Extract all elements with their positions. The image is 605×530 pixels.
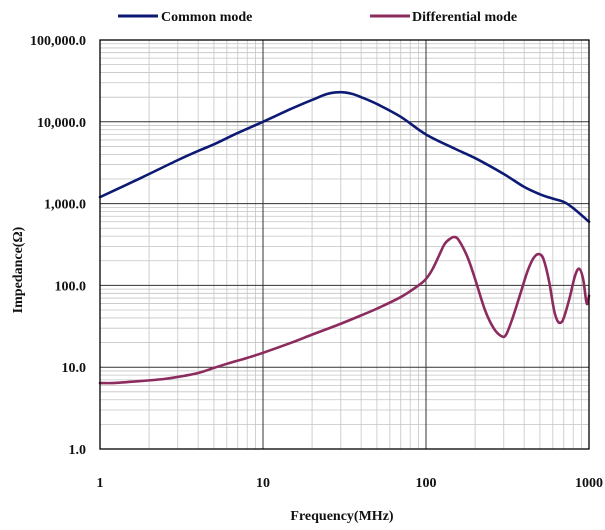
x-tick-label: 100 (416, 476, 437, 491)
y-tick-label: 100,000.0 (30, 34, 86, 49)
plot-frame (99, 39, 590, 450)
y-tick-label: 100.0 (55, 279, 87, 294)
y-axis-label: Impedance(Ω) (11, 226, 26, 313)
series-line-common-mode (98, 90, 591, 224)
y-tick-labels: 1.0 10.0 100.0 1,000.0 10,000.0 100,000.0 (30, 34, 86, 458)
x-tick-labels: 1 10 100 1000 (97, 476, 604, 491)
y-tick-label: 1.0 (69, 443, 87, 458)
minor-grid (100, 40, 589, 449)
legend: Common mode Differential mode (118, 10, 517, 25)
x-axis-label: Frequency(MHz) (290, 509, 393, 524)
legend-label-differential-mode: Differential mode (412, 10, 517, 25)
x-tick-label: 1 (97, 476, 104, 491)
y-tick-label: 10,000.0 (37, 116, 86, 131)
series-layer (98, 90, 591, 385)
series-line-differential-mode (98, 235, 591, 385)
x-tick-label: 10 (256, 476, 270, 491)
y-tick-label: 1,000.0 (44, 198, 86, 213)
y-tick-label: 10.0 (62, 361, 87, 376)
x-tick-label: 1000 (575, 476, 603, 491)
major-grid (99, 39, 590, 450)
legend-label-common-mode: Common mode (161, 10, 252, 25)
